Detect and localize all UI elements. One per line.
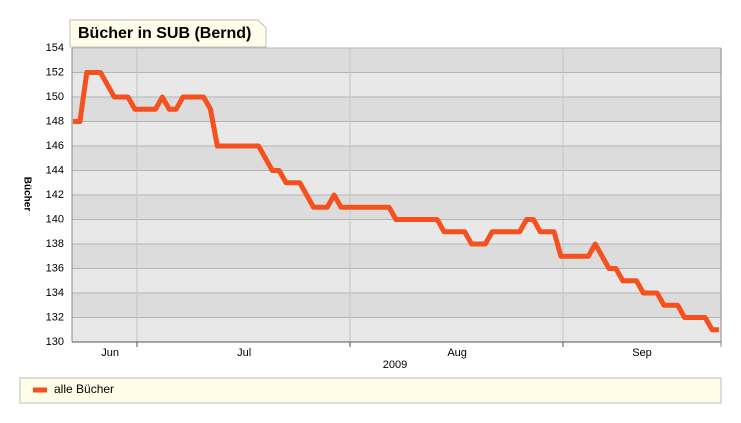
y-tick-label: 150 <box>46 91 64 103</box>
y-tick-label: 130 <box>46 336 64 348</box>
y-tick-label: 142 <box>46 189 64 201</box>
chart-title: Bücher in SUB (Bernd) <box>78 25 251 42</box>
grid-band <box>72 293 721 318</box>
y-tick-label: 144 <box>46 164 64 176</box>
legend-label: alle Bücher <box>54 382 114 396</box>
x-tick-label: Sep <box>632 347 652 359</box>
x-tick-label: Jun <box>101 347 119 359</box>
y-tick-label: 132 <box>46 311 64 323</box>
title-tab <box>69 19 267 48</box>
y-tick-label: 154 <box>46 42 64 54</box>
legend <box>19 377 722 404</box>
x-tick-label: Jul <box>237 347 251 359</box>
x-axis-label: 2009 <box>383 359 407 371</box>
data-line <box>73 70 719 333</box>
y-tick-label: 140 <box>46 213 64 225</box>
y-tick-label: 138 <box>46 238 64 250</box>
y-axis-label: Bücher <box>21 177 32 212</box>
x-tick-label: Aug <box>447 347 467 359</box>
grid-band <box>72 146 721 171</box>
y-tick-label: 148 <box>46 115 64 127</box>
y-tick-label: 152 <box>46 66 64 78</box>
grid-band <box>72 244 721 269</box>
y-tick-label: 134 <box>46 287 64 299</box>
grid-band <box>72 48 721 73</box>
y-tick-label: 146 <box>46 140 64 152</box>
y-tick-label: 136 <box>46 262 64 274</box>
